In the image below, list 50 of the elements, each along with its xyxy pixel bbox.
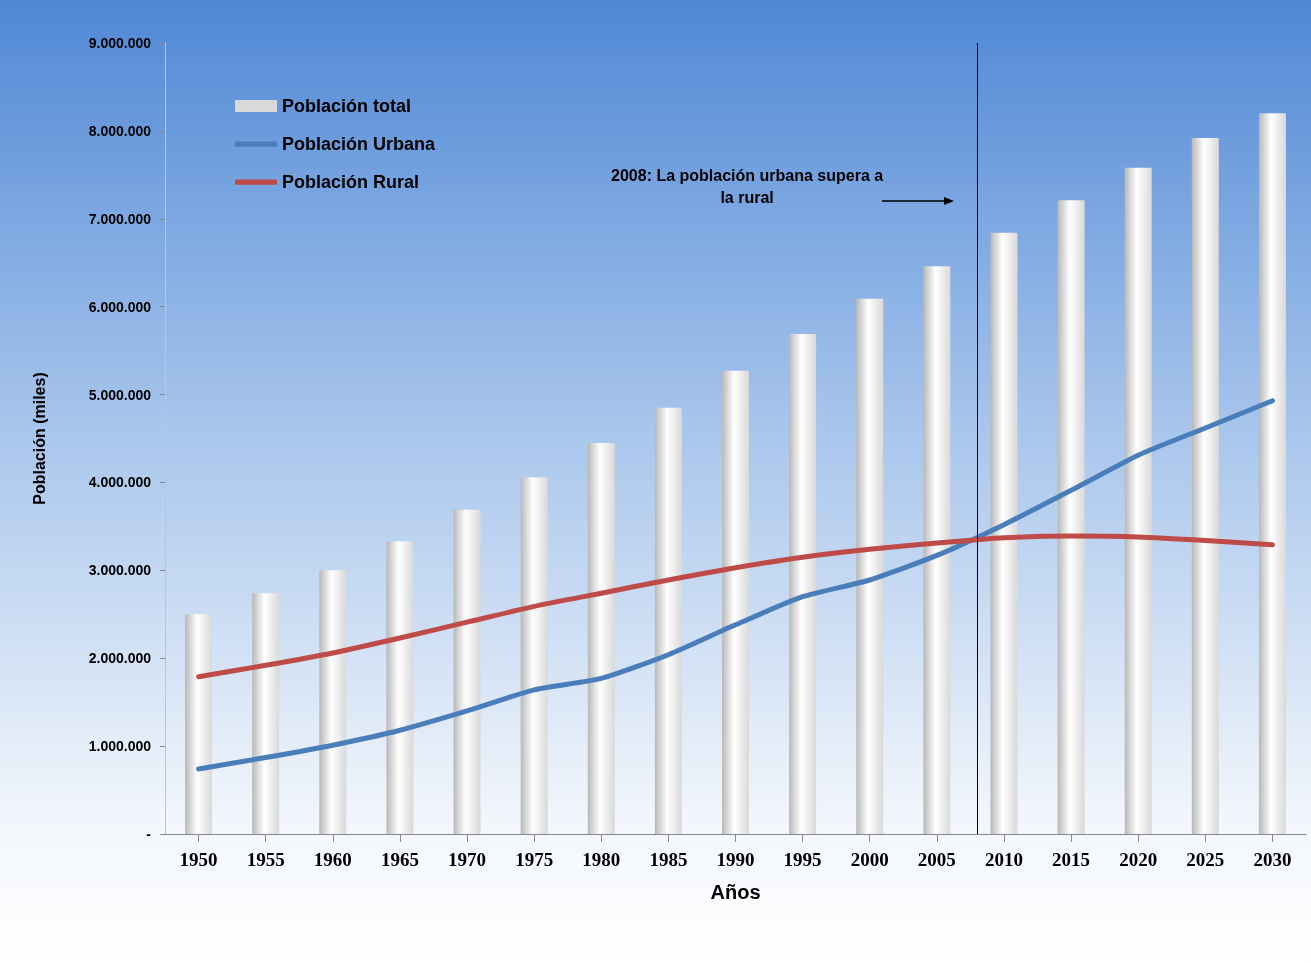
x-tick-label: 1995 <box>783 849 822 870</box>
x-tick-label: 2000 <box>850 849 889 870</box>
bar <box>386 541 414 834</box>
annotation: 2008: La población urbana supera a la rural <box>610 166 885 209</box>
legend-label: Población Urbana <box>282 134 437 154</box>
y-tick-label: 3.000.000 <box>88 562 152 579</box>
x-tick-label: 1960 <box>313 849 352 870</box>
x-tick-label: 1975 <box>515 849 554 870</box>
y-tick-label: 5.000.000 <box>88 386 152 403</box>
y-tick-label: 4.000.000 <box>88 474 152 491</box>
x-tick-label: 1970 <box>448 849 487 870</box>
legend-label: Población total <box>282 96 412 116</box>
y-tick-label: - <box>146 826 152 842</box>
y-tick-label: 7.000.000 <box>88 210 152 227</box>
x-tick-label: 1955 <box>246 849 285 870</box>
y-tick-label: 6.000.000 <box>88 298 152 315</box>
x-tick-label: 2020 <box>1119 849 1158 870</box>
bar <box>990 232 1018 834</box>
bar <box>587 442 615 834</box>
bar <box>654 407 682 834</box>
bar <box>923 266 951 834</box>
bar <box>1057 200 1085 834</box>
x-tick-label: 1965 <box>380 849 419 870</box>
bar <box>1191 137 1219 834</box>
bar <box>856 298 884 834</box>
x-tick-label: 2030 <box>1253 849 1292 870</box>
bar <box>1124 167 1152 834</box>
y-tick-label: 2.000.000 <box>88 650 152 667</box>
x-tick-label: 2015 <box>1052 849 1091 870</box>
x-tick-label: 2005 <box>917 849 956 870</box>
x-tick-label: 1985 <box>649 849 688 870</box>
x-tick-label: 2010 <box>984 849 1023 870</box>
bar <box>319 570 347 834</box>
bar <box>722 370 749 834</box>
x-tick-label: 1950 <box>179 849 218 870</box>
x-tick-label: 1980 <box>582 849 621 870</box>
bar <box>520 477 548 834</box>
y-tick-label: 9.000.000 <box>88 35 152 51</box>
bar <box>1258 113 1286 834</box>
legend-label: Población Rural <box>282 172 420 192</box>
x-axis-title: Años <box>710 881 761 903</box>
y-axis-title: Población (miles) <box>30 372 48 505</box>
bar <box>453 509 481 834</box>
y-tick-label: 8.000.000 <box>88 122 152 139</box>
x-tick-label: 2025 <box>1186 849 1225 870</box>
y-tick-label: 1.000.000 <box>88 738 152 755</box>
bar <box>252 593 280 834</box>
x-tick-label: 1990 <box>716 849 755 870</box>
bar <box>789 333 817 834</box>
bar <box>185 614 213 834</box>
